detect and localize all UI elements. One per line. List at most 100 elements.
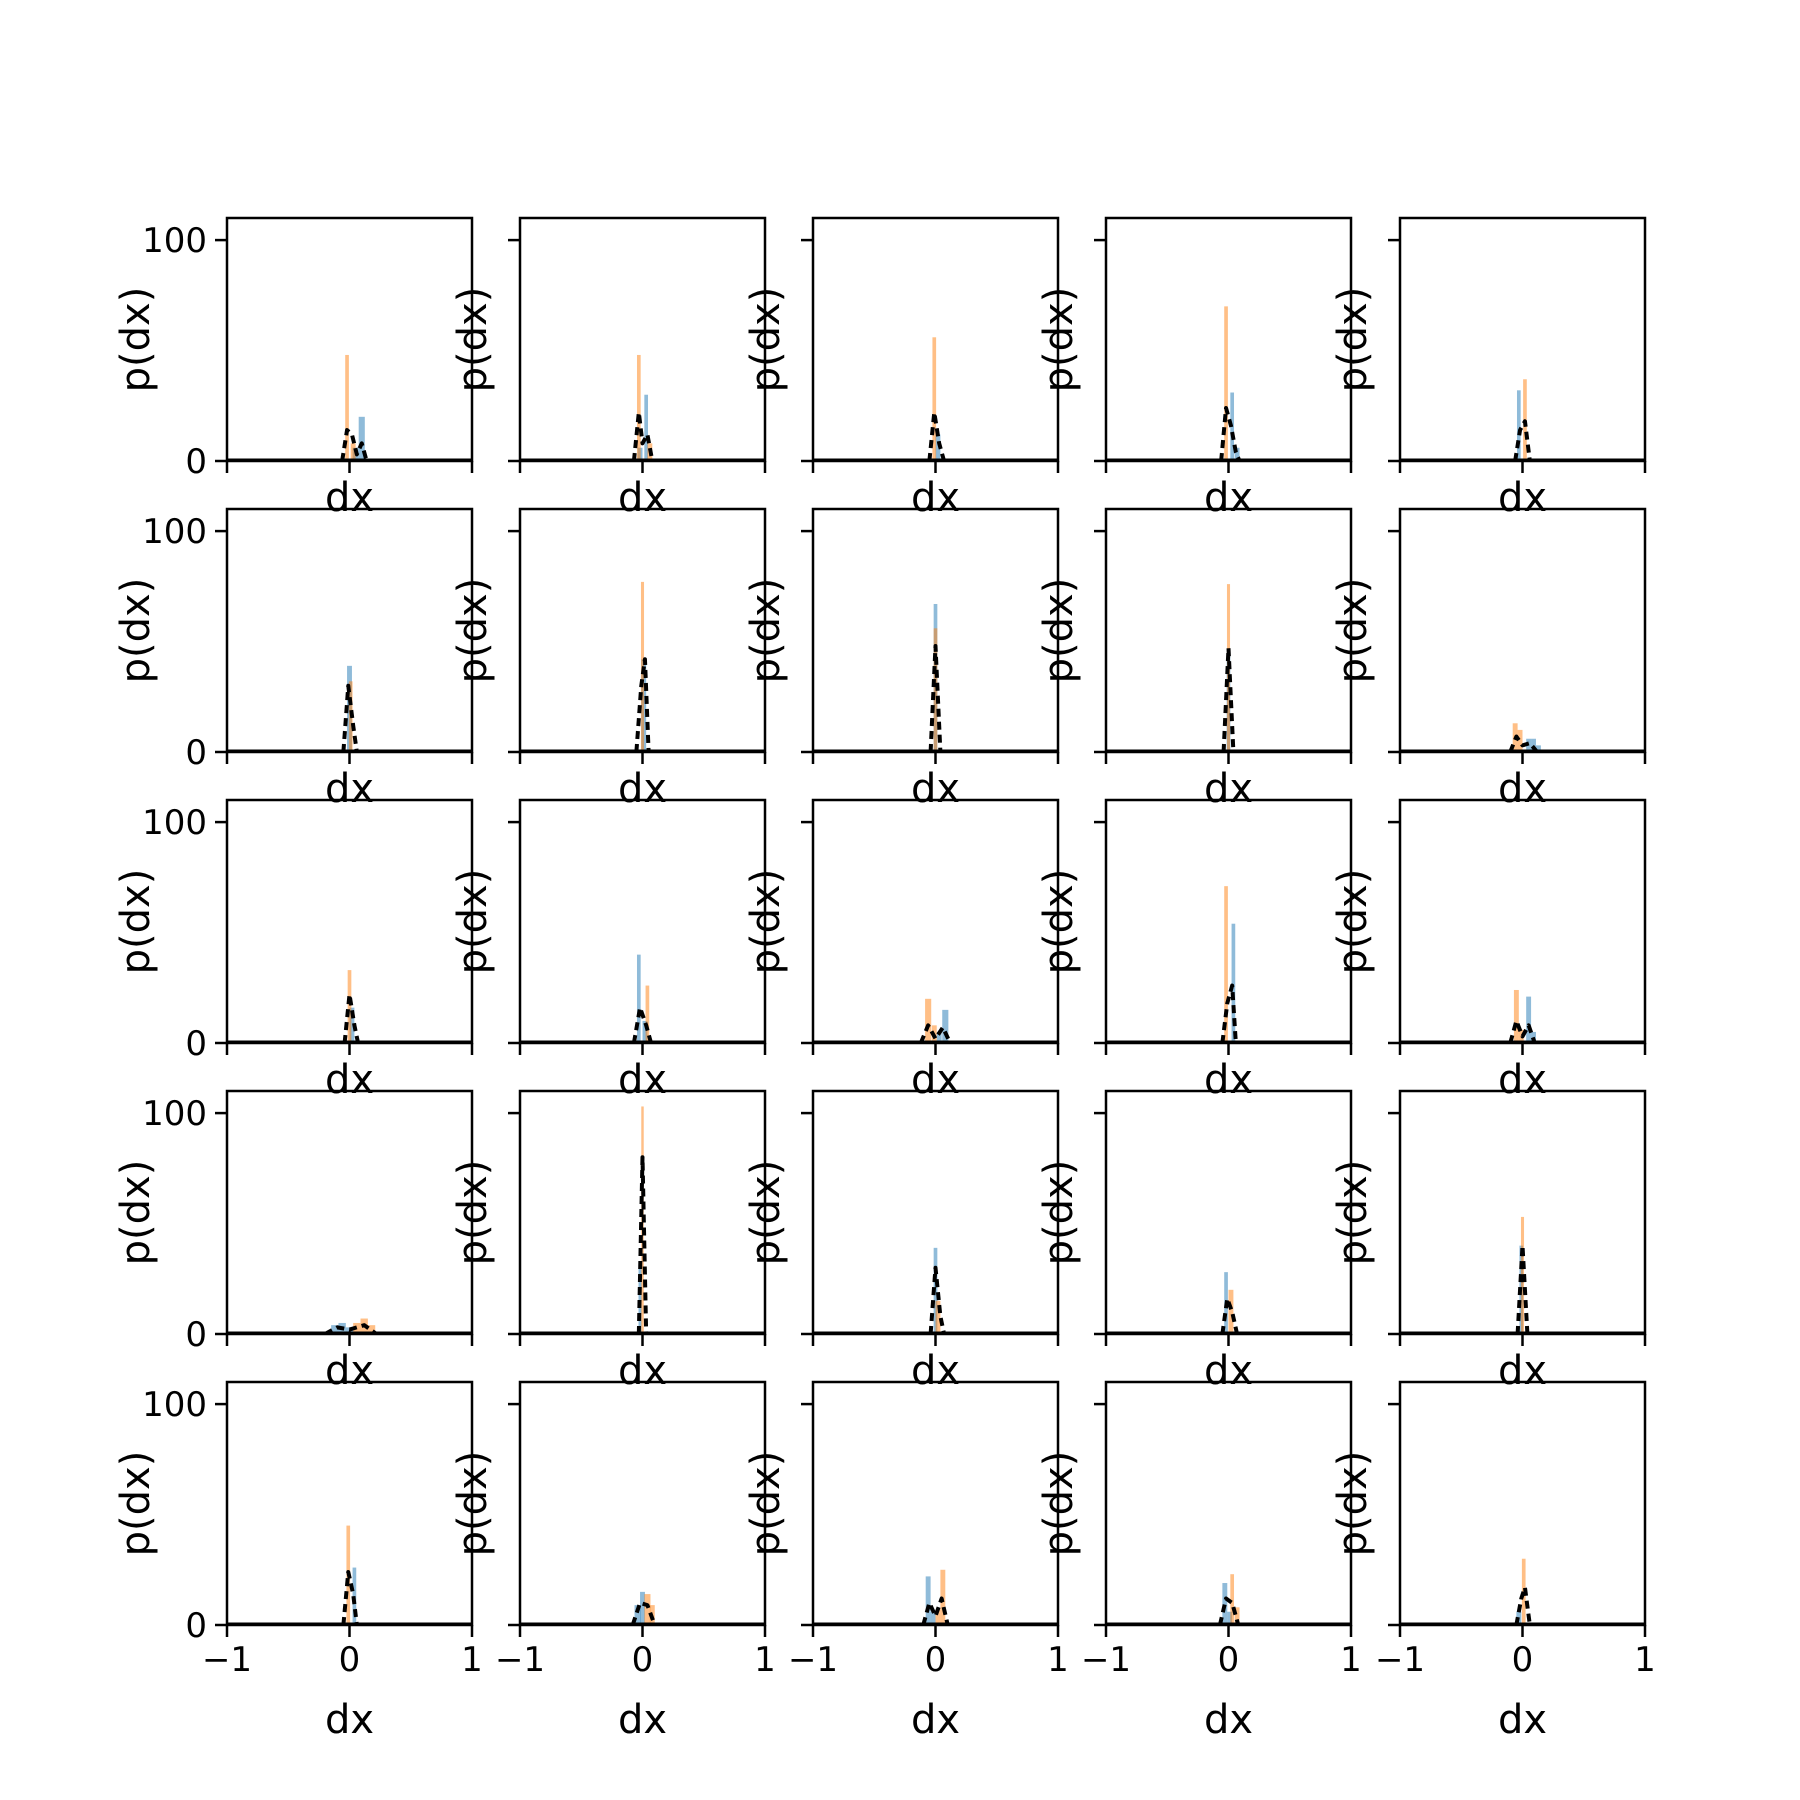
histogram-bar [925,1576,931,1625]
subplot-2-4: dx p(dx) [1036,507,1353,812]
y-axis-label: p(dx) [743,1160,789,1266]
y-axis-label: p(dx) [450,869,496,975]
subplot-3-2: dx p(dx) [450,798,767,1103]
x-axis-label: dx [325,1057,374,1103]
y-axis-label: p(dx) [113,869,159,975]
series-a-bars [636,954,648,1043]
x-axis-label: dx [911,1348,960,1394]
subplot-5-4: −1 0 1 dx p(dx) [1036,1380,1362,1743]
x-axis-label: dx [1204,1697,1253,1743]
series-a-bars [634,1591,645,1625]
reference-density-curve [630,1600,657,1625]
histogram-bar [942,1009,949,1043]
x-axis-label: dx [325,1697,374,1743]
x-tick-label: −1 [1081,1640,1131,1680]
x-tick-label: −1 [788,1640,838,1680]
subplot-4-2: dx p(dx) [450,1089,767,1394]
reference-density-curve [324,1323,378,1334]
x-tick-label: 0 [1218,1640,1240,1680]
reference-density-curve [341,683,359,752]
reference-density-curve [1508,734,1539,752]
histogram-bar [642,1020,648,1043]
y-axis-label: p(dx) [1036,869,1082,975]
subplot-4-1: dx 0 100 p(dx) [113,1089,474,1394]
y-tick-label: 0 [185,442,207,482]
series-b-bars [645,985,650,1043]
subplot-2-3: dx p(dx) [743,507,1060,812]
x-tick-label: −1 [1375,1640,1425,1680]
y-axis-label: p(dx) [450,1451,496,1557]
histogram-bar [644,1594,651,1625]
x-axis-label: dx [325,1348,374,1394]
histogram-bar [1227,1611,1233,1625]
y-tick-label: 0 [185,733,207,773]
histogram-bar [636,954,641,1043]
series-a-bars [935,434,941,461]
histogram-bar [367,1325,376,1334]
histogram-bar [1231,923,1236,1043]
series-a-bars [349,1007,355,1043]
y-axis-label: p(dx) [450,578,496,684]
reference-density-curve [341,1569,359,1625]
y-axis-label: p(dx) [1036,578,1082,684]
histogram-bar [1230,1574,1235,1625]
y-tick-label: 0 [185,1024,207,1064]
y-axis-label: p(dx) [113,1160,159,1266]
reference-density-curve [1221,646,1236,752]
subplot-4-3: dx p(dx) [743,1089,1060,1394]
histogram-bar [1228,1289,1234,1334]
y-tick-label: 100 [142,803,207,843]
y-axis-label: p(dx) [450,1160,496,1266]
histogram-bar [935,434,941,461]
subplot-5-5: −1 0 1 dx p(dx) [1330,1380,1656,1743]
reference-density-curve [636,1155,649,1334]
y-axis-label: p(dx) [1036,1160,1082,1266]
x-tick-label: −1 [202,1640,252,1680]
histogram-bar [933,628,938,752]
y-axis-label: p(dx) [450,287,496,393]
y-axis-label: p(dx) [743,869,789,975]
x-axis-label: dx [1498,1057,1547,1103]
histogram-bar [349,1007,355,1043]
series-a-bars [1222,1583,1233,1625]
reference-density-curve [1514,1585,1532,1625]
y-axis-label: p(dx) [1330,1451,1376,1557]
x-axis-label: dx [1498,1348,1547,1394]
y-axis-label: p(dx) [113,1451,159,1557]
reference-density-curve [1219,405,1242,461]
x-axis-label: dx [618,475,667,521]
x-axis-label: dx [618,1348,667,1394]
histogram-bar [347,970,352,1043]
series-b-bars [1228,1289,1234,1334]
reference-density-curve [928,1265,947,1334]
subplot-1-2: dx p(dx) [450,216,767,521]
y-axis-label: p(dx) [113,578,159,684]
subplot-2-2: dx p(dx) [450,507,767,812]
x-tick-label: 0 [925,1640,947,1680]
reference-density-curve [1217,1596,1241,1625]
series-a-bars [936,1009,949,1043]
y-tick-label: 100 [142,512,207,552]
x-axis-label: dx [618,1057,667,1103]
histogram-bar [1517,729,1523,752]
x-axis-label: dx [618,1697,667,1743]
x-tick-label: 0 [1512,1640,1534,1680]
reference-density-curve [1513,419,1532,461]
y-axis-label: p(dx) [113,287,159,393]
reference-density-curve [1220,1296,1240,1334]
histogram-bar [932,337,937,461]
reference-density-curve [634,657,651,752]
histogram-bar [645,985,650,1043]
histogram-bar [634,1605,641,1625]
reference-density-curve [1508,1018,1537,1043]
x-axis-label: dx [1498,766,1547,812]
x-tick-label: 1 [1634,1640,1656,1680]
series-b-bars [347,970,352,1043]
histogram-bar [636,354,641,461]
x-axis-label: dx [911,475,960,521]
x-axis-label: dx [911,766,960,812]
subplot-1-4: dx p(dx) [1036,216,1353,521]
x-tick-label: 1 [461,1640,483,1680]
